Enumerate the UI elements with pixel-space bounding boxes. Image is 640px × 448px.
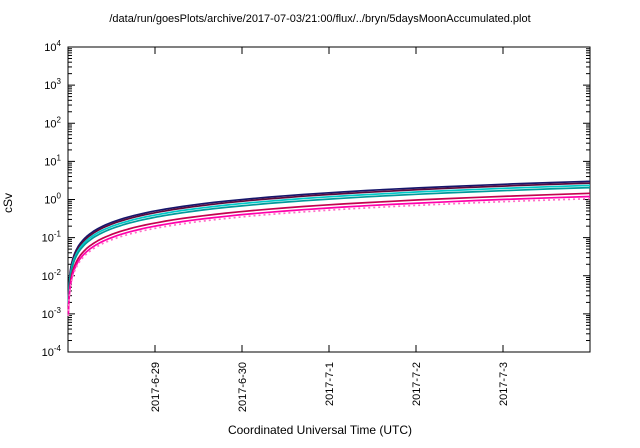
- y-tick-label: 10-4: [42, 344, 62, 359]
- y-tick-label: 10-3: [42, 306, 62, 321]
- chart-title: /data/run/goesPlots/archive/2017-07-03/2…: [109, 13, 531, 25]
- accumulated-dose-3: [67, 184, 591, 303]
- y-tick-label: 100: [44, 192, 61, 207]
- accumulated-dose-7: [67, 197, 591, 317]
- accumulated-dose-2: [67, 182, 591, 301]
- x-tick-label: 2017-7-2: [411, 362, 423, 406]
- y-tick-label: 102: [44, 115, 61, 130]
- y-tick-label: 103: [44, 77, 61, 92]
- x-tick-label: 2017-7-3: [498, 362, 510, 406]
- x-tick-label: 2017-6-29: [150, 362, 162, 412]
- x-tick-label: 2017-7-1: [324, 362, 336, 406]
- y-tick-label: 10-2: [42, 268, 62, 283]
- x-tick-label: 2017-6-30: [237, 362, 249, 412]
- y-tick-label: 104: [44, 39, 61, 54]
- y-tick-label: 10-1: [42, 230, 62, 245]
- x-axis-label: Coordinated Universal Time (UTC): [227, 423, 413, 437]
- y-tick-label: 101: [44, 153, 61, 168]
